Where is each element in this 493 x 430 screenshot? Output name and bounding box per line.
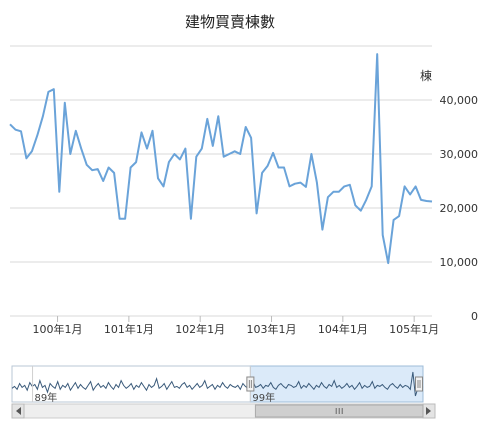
y-axis-ticks: 0 10,000 20,000 30,000 40,000: [440, 94, 479, 323]
y-tick-label: 10,000: [440, 256, 479, 269]
x-tick-label: 102年1月: [175, 322, 225, 336]
x-tick-label: 105年1月: [389, 322, 439, 336]
navigator-tick-label: 89年: [35, 391, 58, 404]
y-tick-label: 0: [471, 310, 478, 323]
x-tick-label: 103年1月: [247, 322, 297, 336]
navigator-right-handle[interactable]: [415, 376, 423, 392]
chart-title: 建物買賣棟數: [185, 13, 275, 31]
navigator-tick-label: 99年: [252, 391, 275, 404]
x-tick-label: 100年1月: [33, 322, 83, 336]
y-tick-label: 30,000: [440, 148, 479, 161]
navigator-series-line: [11, 371, 424, 397]
navigator[interactable]: 89年 99年: [11, 365, 424, 404]
x-axis-ticks: 100年1月 101年1月 102年1月 103年1月 104年1月 105年1月: [33, 316, 439, 336]
gridlines: [10, 45, 432, 317]
y-tick-label: 20,000: [440, 202, 479, 215]
y-axis-unit: 棟: [420, 68, 432, 83]
arrow-right-icon: [426, 407, 431, 415]
navigator-selected-range[interactable]: [249, 365, 424, 403]
y-tick-label: 40,000: [440, 94, 479, 107]
series-line[interactable]: [9, 53, 433, 265]
x-tick-label: 104年1月: [318, 322, 368, 336]
scrollbar-grip-icon: [335, 408, 343, 414]
navigator-scrollbar[interactable]: [11, 403, 436, 419]
navigator-left-handle[interactable]: [246, 376, 255, 392]
arrow-left-icon: [16, 407, 21, 415]
x-tick-label: 101年1月: [104, 322, 154, 336]
